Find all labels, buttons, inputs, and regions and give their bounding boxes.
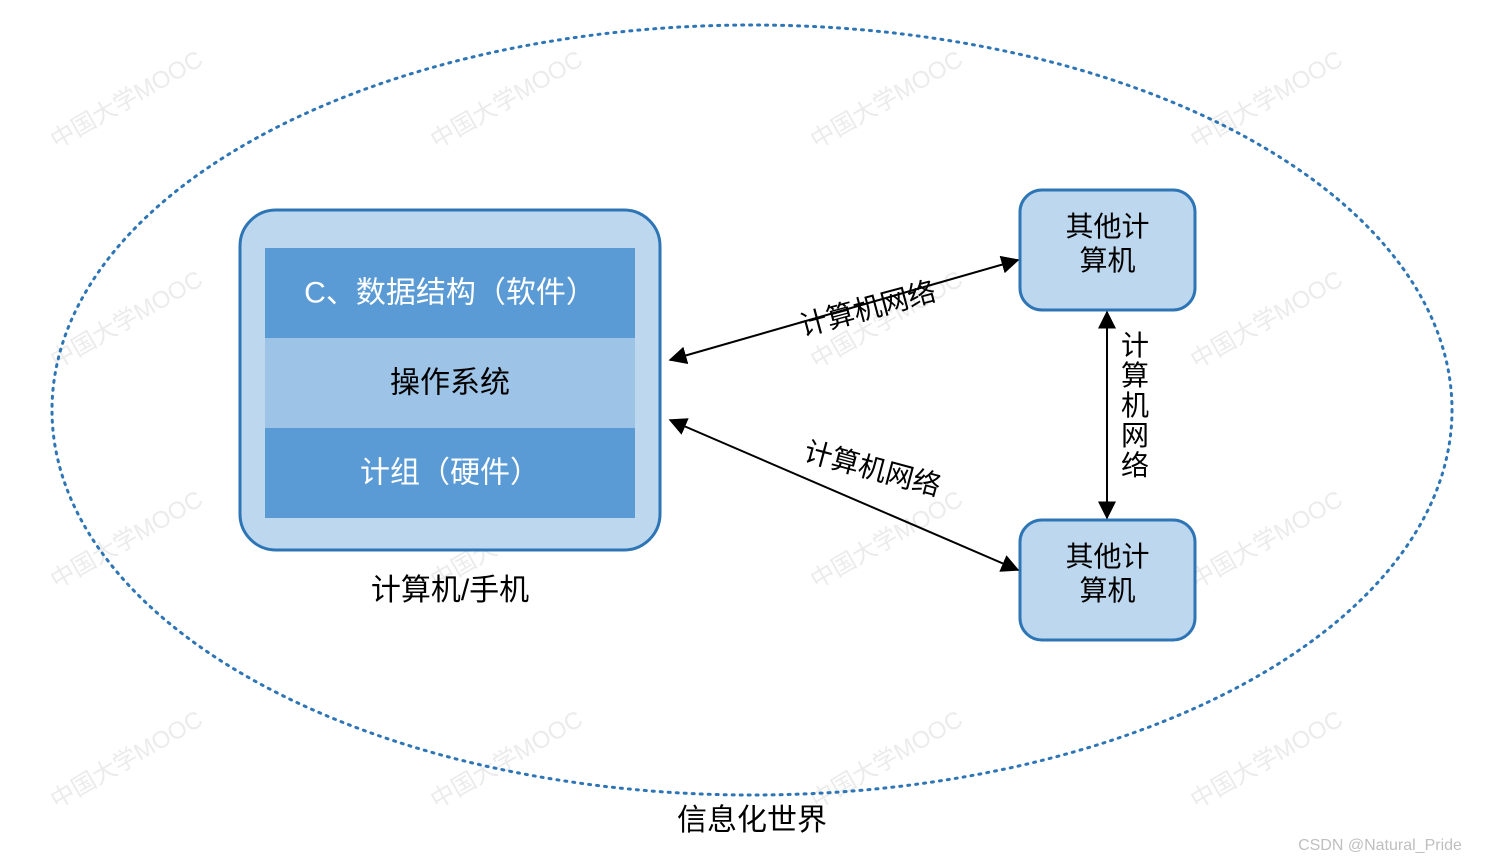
computer-layer-label: 操作系统 bbox=[390, 367, 510, 400]
network-edge-label: 计算机网络 bbox=[1121, 330, 1149, 481]
network-edge bbox=[670, 420, 1018, 570]
diagram-svg: C、数据结构（软件）操作系统计组（硬件） 其他计算机其他计算机 计算机网络计算机… bbox=[0, 0, 1505, 862]
computer-caption: 计算机/手机 bbox=[371, 574, 529, 607]
computer-layer-label: C、数据结构（软件） bbox=[304, 277, 596, 310]
network-edge-label: 计算机网络 bbox=[796, 276, 939, 342]
footer-credit: CSDN @Natural_Pride bbox=[1298, 837, 1462, 854]
network-edge-label: 计算机网络 bbox=[801, 436, 944, 502]
world-label: 信息化世界 bbox=[677, 804, 827, 837]
computer-layer-label: 计组（硬件） bbox=[360, 457, 540, 490]
